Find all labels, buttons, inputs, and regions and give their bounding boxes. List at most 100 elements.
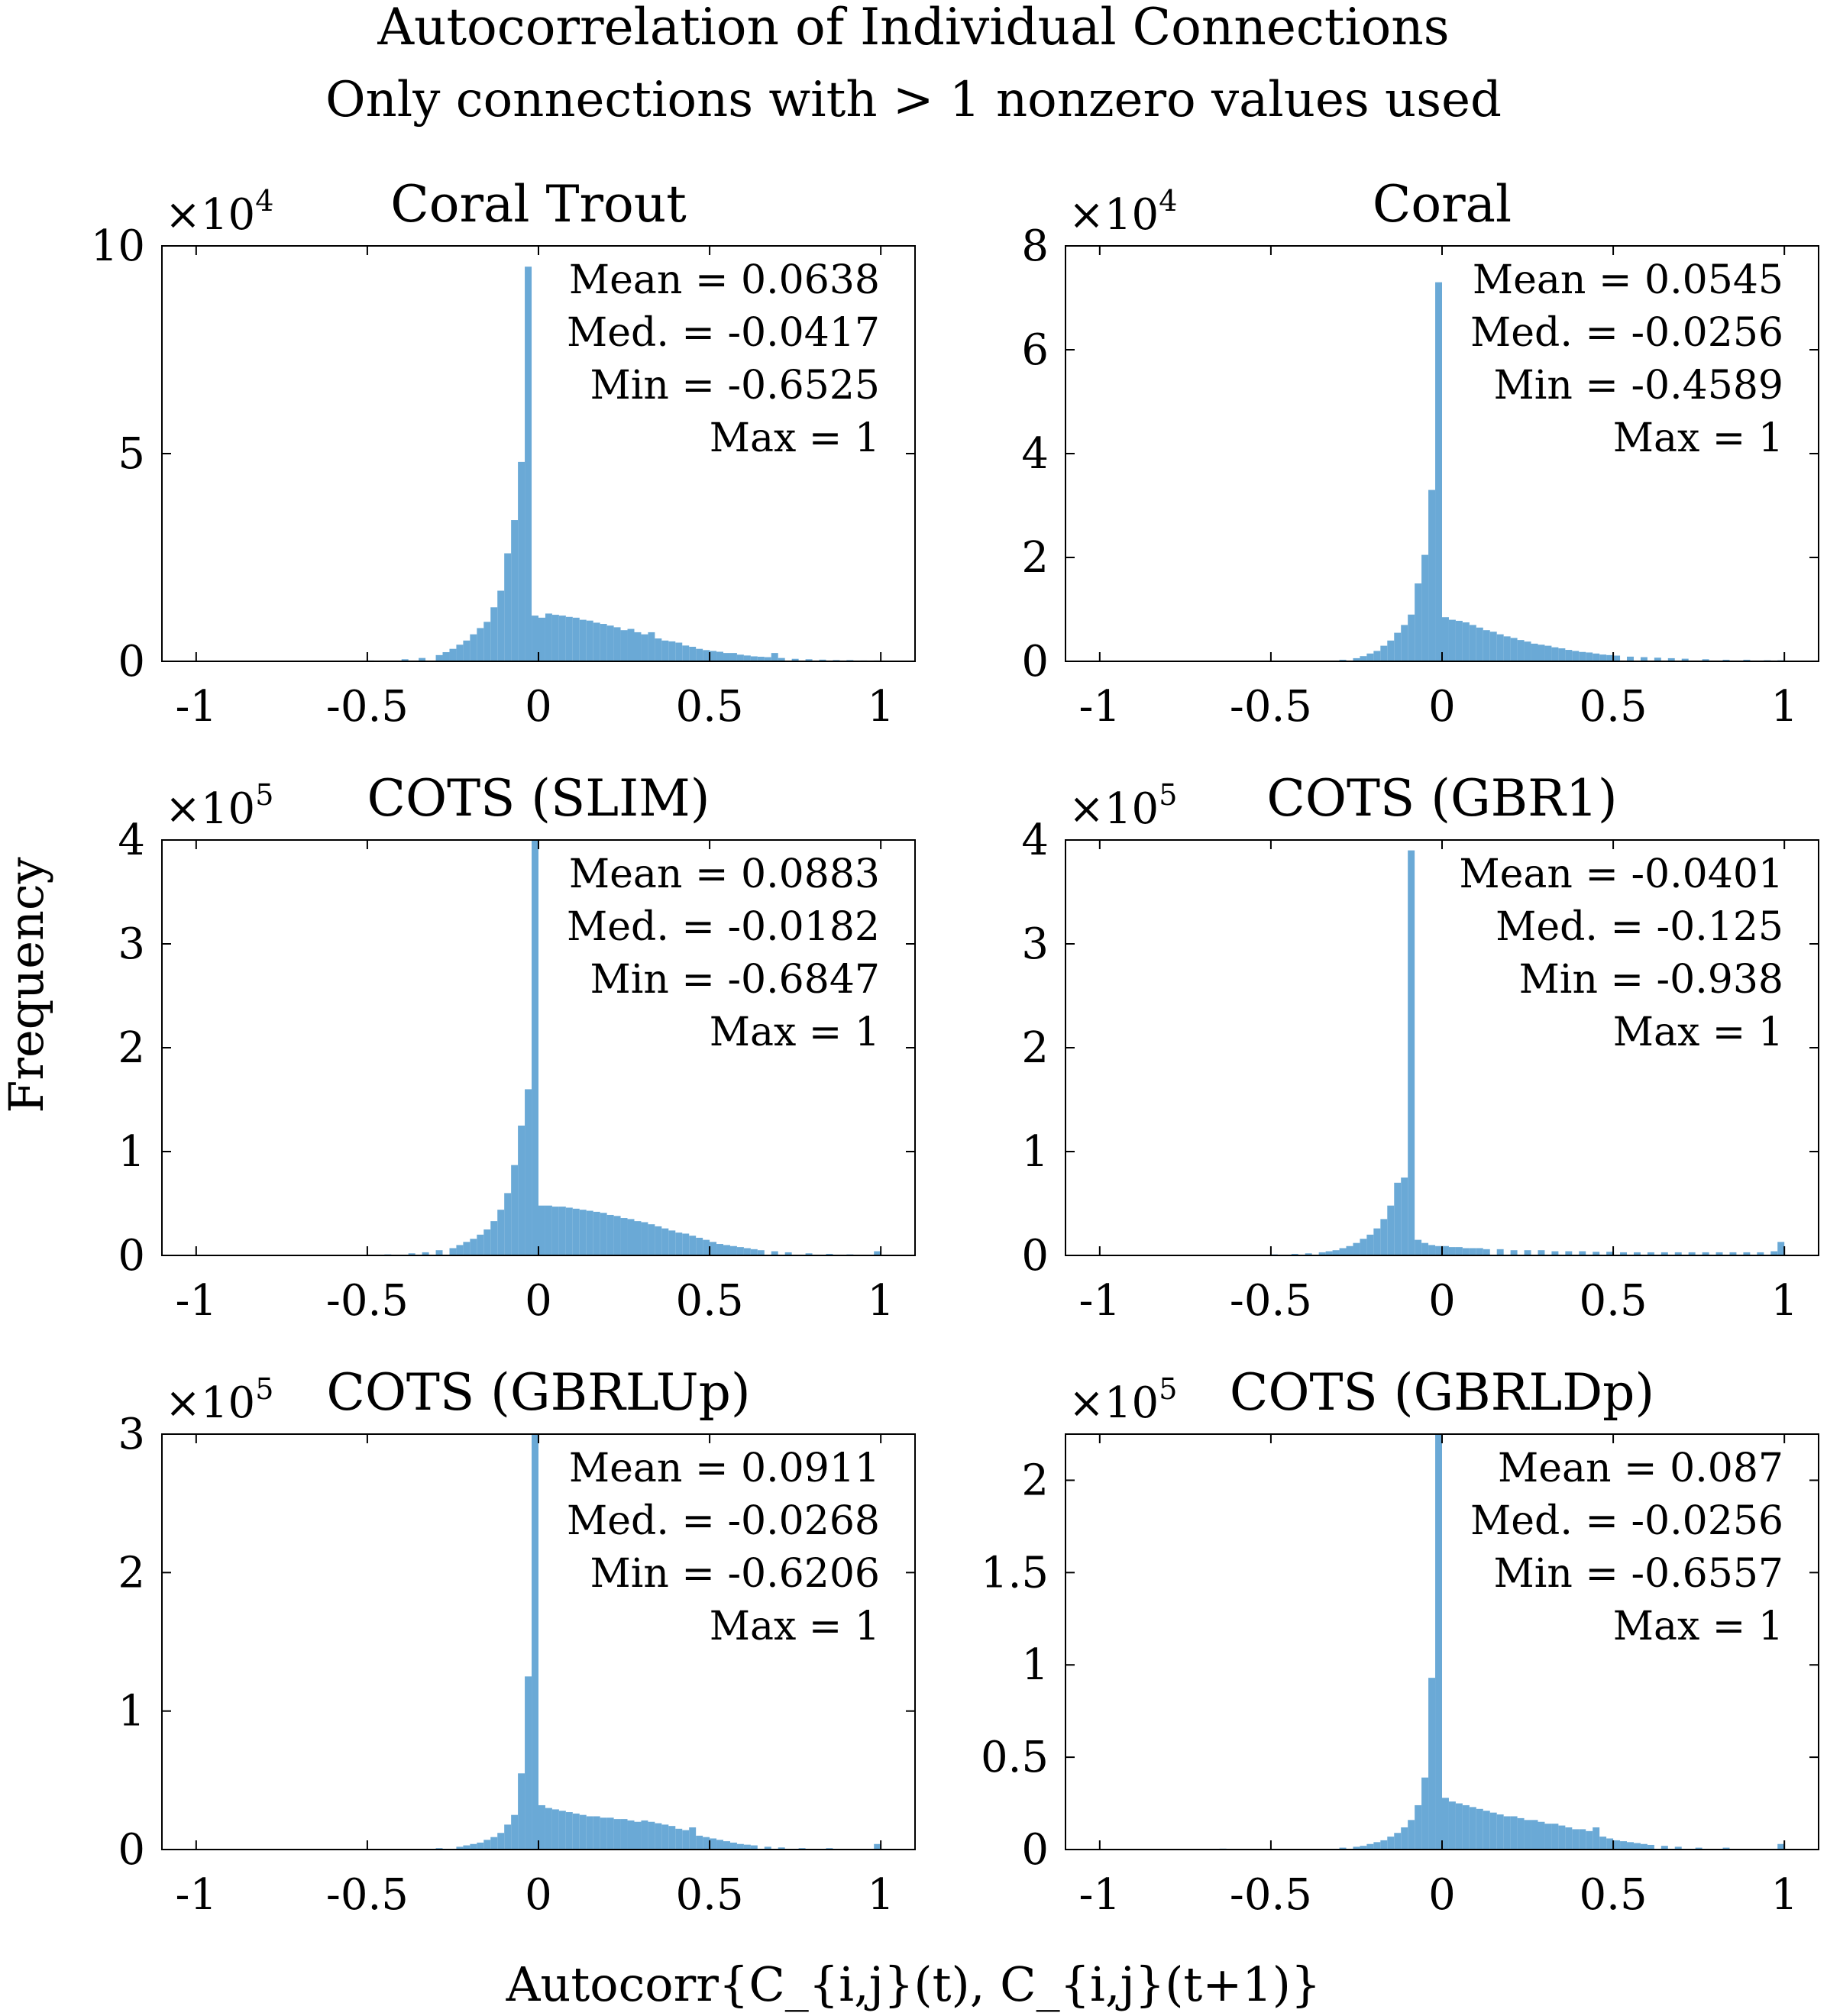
histogram-bar bbox=[1360, 1239, 1367, 1255]
histogram-bar bbox=[703, 650, 710, 661]
histogram-bar bbox=[606, 1214, 614, 1255]
histogram-bar bbox=[620, 630, 628, 661]
histogram-bar bbox=[551, 1207, 559, 1255]
histogram-bar bbox=[1558, 648, 1566, 661]
histogram-bar bbox=[1551, 1251, 1559, 1255]
x-tick-label: 0 bbox=[1428, 1870, 1456, 1920]
y-multiplier-exponent: 4 bbox=[255, 184, 273, 218]
histogram-bar bbox=[689, 1236, 697, 1255]
histogram-bar bbox=[1421, 1777, 1429, 1850]
histogram-bar bbox=[1613, 655, 1621, 661]
histogram-bar bbox=[1688, 1252, 1696, 1255]
histogram-bar bbox=[551, 615, 559, 661]
x-tick-label: 1 bbox=[867, 682, 894, 732]
histogram-bar bbox=[1606, 1252, 1614, 1255]
histogram-bar bbox=[1572, 1829, 1580, 1850]
histogram-bar bbox=[1503, 1816, 1511, 1850]
histogram-bar bbox=[1660, 1252, 1668, 1255]
stats-annotation-line: Max = 1 bbox=[1613, 415, 1783, 461]
histogram-bar bbox=[757, 657, 765, 661]
x-tick-label: 0 bbox=[525, 1276, 552, 1326]
histogram-bar bbox=[1524, 641, 1531, 661]
histogram-bar bbox=[1325, 1251, 1333, 1255]
x-tick-label: -1 bbox=[1079, 1276, 1121, 1326]
histogram-bar bbox=[634, 1821, 642, 1850]
x-tick-label: 0.5 bbox=[1580, 682, 1648, 732]
stats-annotation-line: Max = 1 bbox=[710, 415, 880, 461]
histogram-bar bbox=[1620, 1252, 1628, 1255]
histogram-bar bbox=[1435, 1434, 1442, 1850]
histogram-bar bbox=[682, 1830, 690, 1850]
histogram-bar bbox=[1510, 638, 1518, 661]
histogram-bar bbox=[532, 615, 538, 661]
y-multiplier-base: ×10 bbox=[165, 1378, 255, 1428]
histogram-bar bbox=[525, 267, 532, 661]
histogram-bar bbox=[456, 645, 464, 661]
x-tick-label: 0.5 bbox=[676, 1276, 744, 1326]
x-tick-label: -1 bbox=[176, 682, 218, 732]
histogram-bar bbox=[874, 1251, 881, 1255]
histogram-bar bbox=[791, 658, 799, 661]
histogram-bar bbox=[1777, 1843, 1785, 1850]
histogram-bar bbox=[1394, 632, 1402, 661]
histogram-bar bbox=[826, 1253, 833, 1255]
y-tick-label: 0 bbox=[118, 1231, 145, 1281]
histogram-bar bbox=[518, 1126, 525, 1255]
histogram-bar bbox=[419, 657, 426, 661]
histogram-bar bbox=[1579, 1829, 1586, 1850]
histogram-bar bbox=[572, 1813, 580, 1850]
histogram-bar bbox=[1538, 1250, 1545, 1255]
histogram-bar bbox=[525, 1089, 532, 1255]
histogram-bar bbox=[1332, 1250, 1340, 1255]
histogram-bar bbox=[689, 646, 697, 661]
histogram-bar bbox=[771, 1251, 778, 1255]
histogram-bar bbox=[1360, 656, 1367, 661]
stats-annotation-line: Max = 1 bbox=[1613, 1604, 1783, 1649]
y-multiplier: ×105 bbox=[165, 778, 273, 834]
histogram-bar bbox=[1606, 654, 1614, 661]
histogram-bar bbox=[634, 632, 642, 661]
histogram-bar bbox=[648, 1224, 655, 1255]
y-tick-label: 1.5 bbox=[981, 1548, 1049, 1598]
y-multiplier: ×105 bbox=[1069, 778, 1177, 834]
histogram-bar bbox=[511, 520, 519, 661]
histogram-bar bbox=[1524, 1820, 1531, 1850]
stats-annotation-line: Med. = -0.0417 bbox=[567, 310, 880, 356]
histogram-bar bbox=[743, 1844, 751, 1850]
histogram-bar bbox=[675, 642, 683, 661]
histogram-bar bbox=[1647, 1252, 1654, 1255]
histogram-bar bbox=[661, 1228, 669, 1255]
histogram-bar bbox=[1503, 636, 1511, 661]
histogram-bar bbox=[1524, 1250, 1531, 1255]
stats-annotation-line: Mean = 0.087 bbox=[1498, 1446, 1783, 1491]
histogram-bar bbox=[1483, 1249, 1490, 1255]
histogram-bar bbox=[572, 1208, 580, 1255]
figure-subtitle: Only connections with > 1 nonzero values… bbox=[325, 72, 1502, 128]
histogram-bar bbox=[565, 1812, 573, 1850]
panel-title: COTS (GBRLDp) bbox=[1230, 1363, 1654, 1422]
histogram-bar bbox=[1380, 1219, 1388, 1255]
histogram-bar bbox=[483, 1229, 491, 1255]
histogram-bar bbox=[1387, 1205, 1395, 1255]
histogram-bar bbox=[1318, 1252, 1326, 1255]
x-tick-label: 1 bbox=[1770, 682, 1798, 732]
y-tick-label: 4 bbox=[118, 816, 145, 865]
histogram-bar bbox=[579, 1814, 587, 1850]
panel-title: COTS (GBR1) bbox=[1266, 769, 1617, 828]
histogram-bar bbox=[572, 617, 580, 661]
stats-annotation-line: Med. = -0.0256 bbox=[1470, 1498, 1783, 1544]
histogram-bar bbox=[620, 1218, 628, 1255]
histogram-bar bbox=[1448, 1247, 1456, 1255]
histogram-bar bbox=[1366, 1234, 1374, 1255]
histogram-bar bbox=[1394, 1182, 1402, 1255]
histogram-bar bbox=[1517, 640, 1525, 661]
y-tick-label: 4 bbox=[1021, 816, 1049, 865]
histogram-bar bbox=[600, 624, 607, 661]
panel-title: Coral Trout bbox=[390, 175, 687, 234]
histogram-bar bbox=[1667, 657, 1675, 661]
histogram-bar bbox=[723, 1841, 730, 1850]
histogram-bar bbox=[1428, 1245, 1436, 1255]
